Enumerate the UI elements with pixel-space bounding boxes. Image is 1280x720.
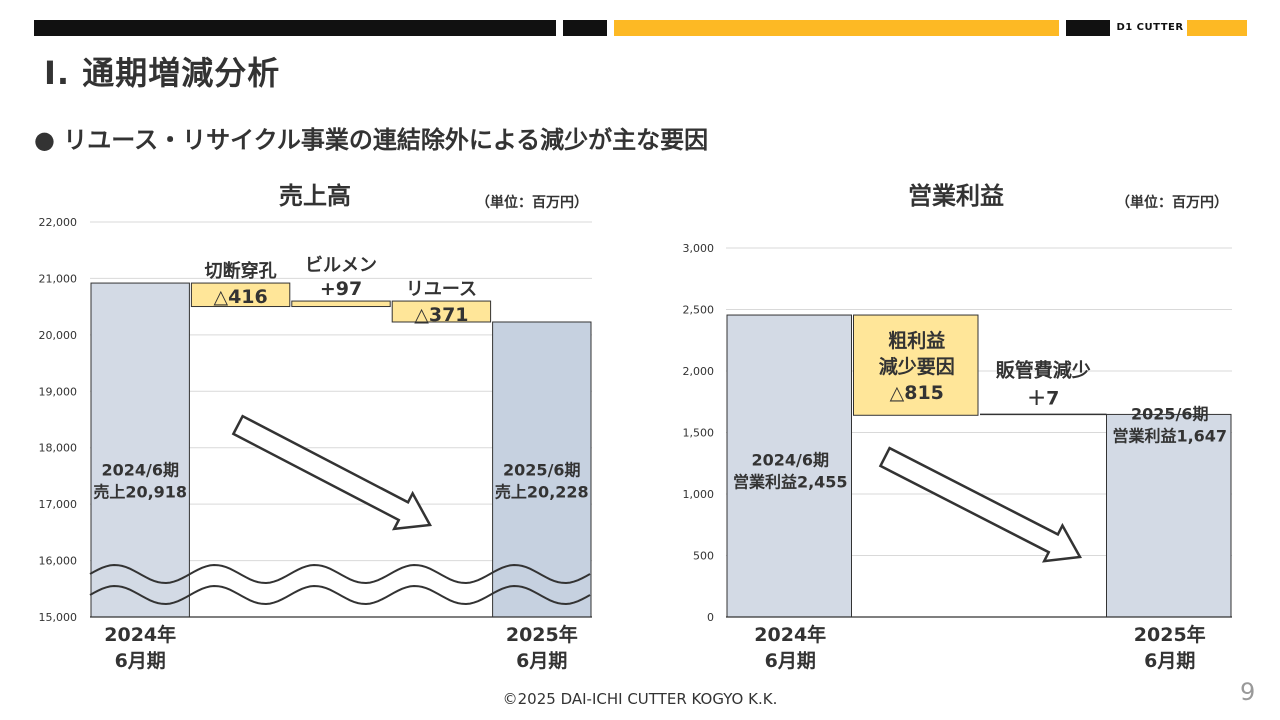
top-bar-3 — [614, 20, 1059, 36]
profit-y-tick-label: 500 — [693, 550, 714, 563]
profit-chart-title: 営業利益 — [908, 182, 1004, 210]
sales-y-tick-label: 21,000 — [39, 272, 78, 285]
top-bar-1 — [34, 20, 556, 36]
sales-y-tick-label: 19,000 — [39, 385, 78, 398]
sales-delta-name: 切断穿孔 — [205, 260, 277, 282]
footer-copyright: ©2025 DAI-ICHI CUTTER KOGYO K.K. — [502, 690, 778, 708]
sales-chart-title: 売上高 — [279, 182, 351, 210]
sales-waterfall-chart: 15,000 16,000 17,000 18,000 19,000 20,000 21,0… — [39, 216, 592, 672]
profit-delta-name: 販管費減少 — [996, 358, 1091, 381]
profit-y-tick-label: 2,000 — [683, 365, 715, 378]
profit-y-tick-label: 0 — [707, 611, 714, 624]
profit-delta-name: 粗利益減少要因 — [879, 329, 955, 378]
sales-total-bar-label: 2025/6期売上20,228 — [495, 461, 589, 502]
sales-chart-unit: （単位：百万円） — [476, 195, 588, 211]
profit-y-tick-label: 1,500 — [683, 427, 715, 440]
sales-axis-break-wave — [89, 584, 591, 606]
sales-delta-value-label: △371 — [414, 304, 468, 326]
page-title: Ⅰ. 通期増減分析 — [44, 54, 281, 92]
profit-x-axis-label: 2025年 6月期 — [1134, 623, 1206, 672]
profit-x-axis-label: 2024年 6月期 — [754, 623, 826, 672]
sales-y-tick-label: 16,000 — [39, 555, 78, 568]
profit-delta-value-label: ＋7 — [1027, 387, 1059, 409]
summary-bullet: ● リユース・リサイクル事業の連結除外による減少が主な要因 — [34, 126, 709, 154]
brand-logo-text: D1 CUTTER — [1116, 22, 1184, 33]
profit-delta-bar — [853, 314, 979, 416]
profit-trend-arrow — [878, 446, 1083, 563]
sales-y-tick-label: 18,000 — [39, 442, 78, 455]
sales-total-bar — [90, 282, 190, 618]
sales-axis-break-wave — [89, 563, 591, 585]
sales-delta-name: ビルメン — [305, 255, 377, 276]
sales-y-tick-label: 22,000 — [39, 216, 78, 229]
top-bar-4 — [1066, 20, 1110, 36]
sales-x-axis-label: 2024年 6月期 — [104, 623, 176, 672]
sales-delta-value-label: +97 — [320, 278, 362, 300]
profit-y-tick-label: 3,000 — [683, 242, 715, 255]
profit-total-bar — [1106, 413, 1232, 618]
profit-total-bar-label: 2024/6期営業利益2,455 — [733, 450, 848, 491]
profit-total-bar — [726, 314, 852, 618]
sales-trend-arrow — [231, 414, 432, 531]
sales-delta-value-label: △416 — [213, 286, 267, 308]
profit-delta-value-label: △815 — [890, 382, 944, 404]
profit-waterfall-chart: 0 500 1,000 1,500 2,000 2,500 3,000 2024/6期営業利益… — [683, 242, 1232, 672]
profit-y-tick-label: 2,500 — [683, 304, 715, 317]
profit-y-tick-label: 1,000 — [683, 488, 715, 501]
profit-chart-unit: （単位：百万円） — [1116, 195, 1228, 211]
top-bar-5 — [1187, 20, 1247, 36]
sales-delta-bar — [291, 300, 391, 308]
sales-y-tick-label: 17,000 — [39, 498, 78, 511]
page-number: 9 — [1240, 678, 1256, 706]
sales-delta-name: リユース — [406, 279, 477, 300]
sales-y-tick-label: 20,000 — [39, 329, 78, 342]
profit-total-bar-label: 2025/6期営業利益1,647 — [1112, 404, 1227, 445]
top-bar-2 — [563, 20, 607, 36]
sales-total-bar-label: 2024/6期売上20,918 — [93, 461, 187, 502]
sales-delta-bar — [391, 300, 492, 323]
sales-y-tick-label: 15,000 — [39, 611, 78, 624]
sales-x-axis-label: 2025年 6月期 — [506, 623, 578, 672]
sales-delta-bar — [190, 282, 291, 308]
